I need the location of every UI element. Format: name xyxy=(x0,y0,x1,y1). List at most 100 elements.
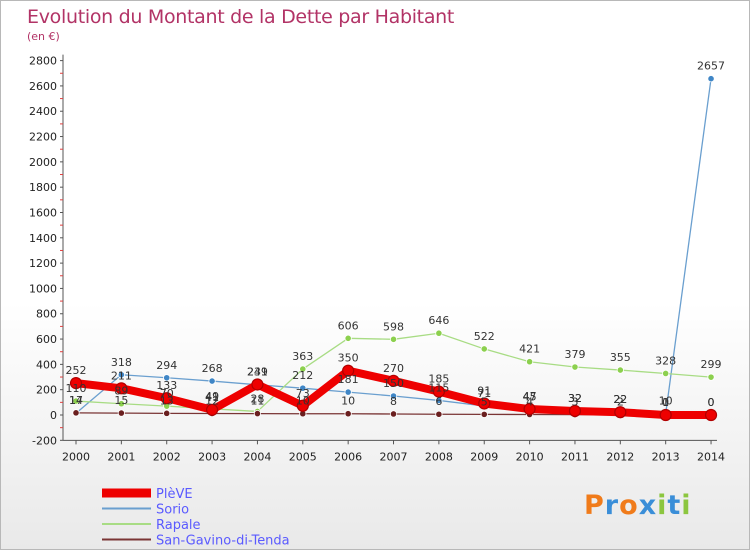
data-label: 252 xyxy=(66,364,87,377)
data-label: 1 xyxy=(662,396,669,409)
data-label: 91 xyxy=(477,384,491,397)
data-point xyxy=(387,374,400,387)
series-3 xyxy=(69,364,718,422)
data-point xyxy=(253,410,262,418)
x-tick-label: 2009 xyxy=(470,450,498,463)
x-tick-label: 2000 xyxy=(62,450,90,463)
y-tick-label: 800 xyxy=(36,308,57,321)
data-point xyxy=(299,384,307,392)
data-point xyxy=(389,335,398,343)
data-label: 0 xyxy=(708,396,715,409)
data-point xyxy=(662,369,670,378)
series-1 xyxy=(72,329,715,416)
data-label: 211 xyxy=(111,369,132,382)
data-point xyxy=(571,363,579,371)
data-label: 5 xyxy=(481,395,488,408)
data-point xyxy=(163,409,171,417)
data-point xyxy=(208,377,216,385)
legend-label: Sorio xyxy=(156,503,189,518)
y-tick-label: 1400 xyxy=(29,232,57,245)
data-label: 299 xyxy=(701,358,722,371)
data-point xyxy=(478,397,491,410)
data-label: 12 xyxy=(205,394,219,407)
data-point xyxy=(163,374,171,382)
data-point xyxy=(480,410,488,418)
x-tick-label: 2005 xyxy=(289,450,317,463)
data-label: 522 xyxy=(474,330,495,343)
data-label: 0 xyxy=(708,396,715,409)
data-label: 350 xyxy=(338,352,359,365)
data-label: 6 xyxy=(435,395,442,408)
data-label: 421 xyxy=(519,343,540,356)
data-label: 294 xyxy=(156,359,177,372)
legend-label: San-Gavino-di-Tenda xyxy=(156,534,290,549)
data-label: 212 xyxy=(292,369,313,382)
data-point xyxy=(389,392,398,400)
data-label: 49 xyxy=(205,390,219,403)
x-tick-label: 2004 xyxy=(243,450,271,463)
legend-item: Rapale xyxy=(102,518,201,533)
x-tick-label: 2014 xyxy=(697,450,725,463)
data-label: 71 xyxy=(477,387,491,400)
data-label: 185 xyxy=(428,373,449,386)
data-label: 606 xyxy=(338,319,359,332)
data-label: 379 xyxy=(564,348,585,361)
y-tick-label: 2000 xyxy=(29,156,57,169)
data-point xyxy=(160,392,173,405)
data-label: 3 xyxy=(571,396,578,409)
data-label: 133 xyxy=(156,379,177,392)
data-label: 241 xyxy=(247,365,268,378)
legend-item: PlèVE xyxy=(102,487,193,502)
data-point xyxy=(117,400,125,408)
y-tick-label: 2200 xyxy=(29,131,57,144)
data-label: 355 xyxy=(610,351,631,364)
data-point xyxy=(115,382,128,395)
data-label: 0 xyxy=(662,396,669,409)
data-point xyxy=(389,410,398,418)
data-label: 363 xyxy=(292,350,313,363)
x-tick-label: 2013 xyxy=(652,450,680,463)
data-point xyxy=(296,399,309,412)
x-tick-label: 2011 xyxy=(561,450,589,463)
data-point xyxy=(614,406,627,419)
data-label: 150 xyxy=(383,377,404,390)
data-label: 47 xyxy=(523,390,537,403)
proxiti-logo: Proxiti xyxy=(584,490,692,521)
logo-letter: t xyxy=(667,490,682,521)
data-point xyxy=(707,373,715,381)
data-point xyxy=(435,410,443,418)
logo-letter: o xyxy=(619,490,639,521)
data-point xyxy=(344,410,352,418)
x-tick-label: 2008 xyxy=(425,450,453,463)
data-label: 45 xyxy=(523,390,537,403)
y-tick-label: 1800 xyxy=(29,181,57,194)
data-label: 22 xyxy=(613,393,627,406)
chart-subtitle: (en €) xyxy=(27,30,60,43)
data-label: 646 xyxy=(428,314,449,327)
data-point xyxy=(432,385,445,398)
legend-label: Rapale xyxy=(156,518,201,533)
data-point xyxy=(72,409,80,417)
data-label: 13 xyxy=(160,394,174,407)
data-label: 14 xyxy=(69,394,83,407)
y-tick-label: -200 xyxy=(32,434,57,447)
y-tick-label: 600 xyxy=(36,333,57,346)
data-label: 2 xyxy=(617,396,624,409)
data-label: 73 xyxy=(296,387,310,400)
data-point xyxy=(205,403,219,416)
data-point xyxy=(251,378,264,391)
data-label: 70 xyxy=(160,387,174,400)
data-point xyxy=(704,408,718,422)
y-tick-label: 200 xyxy=(36,384,57,397)
x-tick-label: 2012 xyxy=(606,450,634,463)
x-tick-label: 2003 xyxy=(198,450,226,463)
data-label: 10 xyxy=(296,395,310,408)
data-label: 32 xyxy=(568,392,582,405)
x-tick-label: 2002 xyxy=(153,450,181,463)
y-tick-label: 1600 xyxy=(29,206,57,219)
data-label: 10 xyxy=(659,395,673,408)
y-tick-label: 2800 xyxy=(29,55,57,68)
data-label: 22 xyxy=(613,393,627,406)
